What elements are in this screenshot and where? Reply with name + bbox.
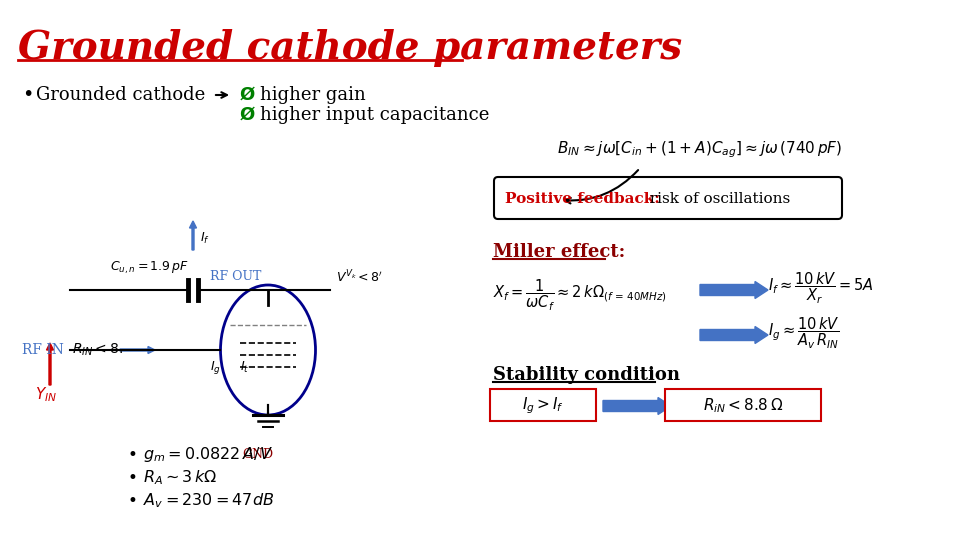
Text: Ø: Ø — [240, 86, 255, 104]
FancyBboxPatch shape — [665, 389, 821, 421]
Text: $R_{iN} < 8.8\,\Omega$: $R_{iN} < 8.8\,\Omega$ — [703, 397, 783, 415]
Text: $I_g \approx \dfrac{10\,kV}{A_v\,R_{IN}}$: $I_g \approx \dfrac{10\,kV}{A_v\,R_{IN}}… — [768, 315, 840, 350]
Text: $B_{IN} \approx j\omega\left[C_{in} + (1+A)C_{ag}\right] \approx j\omega\,(740\,: $B_{IN} \approx j\omega\left[C_{in} + (1… — [558, 140, 843, 160]
Text: $I_f \approx \dfrac{10\,kV}{X_r} = 5A$: $I_f \approx \dfrac{10\,kV}{X_r} = 5A$ — [768, 271, 874, 306]
FancyArrow shape — [189, 221, 197, 250]
Text: RF OUT: RF OUT — [210, 271, 261, 284]
Text: Grounded cathode: Grounded cathode — [36, 86, 205, 104]
Text: $A_v{=}230{=}47dB$: $A_v{=}230{=}47dB$ — [143, 491, 275, 510]
Text: $C_{u,n} = 1.9\,pF$: $C_{u,n} = 1.9\,pF$ — [110, 260, 189, 276]
Text: higher input capacitance: higher input capacitance — [260, 106, 490, 124]
Text: $V^{V_k} < 8'$: $V^{V_k} < 8'$ — [336, 269, 383, 285]
FancyArrow shape — [700, 281, 768, 299]
Text: •: • — [128, 469, 138, 487]
Text: •: • — [128, 492, 138, 510]
Text: $R_{IN} < 8.$: $R_{IN} < 8.$ — [72, 342, 123, 358]
Text: •: • — [128, 446, 138, 464]
FancyArrow shape — [120, 347, 155, 354]
Text: $I_g > I_f$: $I_g > I_f$ — [522, 396, 564, 416]
Text: RF IN: RF IN — [22, 343, 64, 357]
FancyArrow shape — [700, 327, 768, 343]
Text: $R_A{\sim}3\,k\Omega$: $R_A{\sim}3\,k\Omega$ — [143, 469, 218, 487]
Text: higher gain: higher gain — [260, 86, 366, 104]
FancyArrow shape — [46, 343, 54, 385]
FancyBboxPatch shape — [490, 389, 596, 421]
Text: Ø: Ø — [240, 106, 255, 124]
Text: $I_g$: $I_g$ — [210, 359, 221, 375]
Text: GND: GND — [243, 449, 274, 462]
Text: •: • — [22, 85, 34, 105]
FancyArrow shape — [603, 397, 671, 415]
Text: $I_t$: $I_t$ — [240, 360, 250, 375]
FancyBboxPatch shape — [494, 177, 842, 219]
Text: $Y_{IN}$: $Y_{IN}$ — [35, 386, 57, 404]
Text: $I_f$: $I_f$ — [200, 231, 210, 246]
Text: Stability condition: Stability condition — [493, 366, 680, 384]
Text: Positive feedback:: Positive feedback: — [505, 192, 660, 206]
Text: Miller effect:: Miller effect: — [493, 243, 625, 261]
Text: risk of oscillations: risk of oscillations — [640, 192, 790, 206]
Text: Grounded cathode parameters: Grounded cathode parameters — [18, 29, 683, 67]
Text: $g_m{=}0.0822\,A/V$: $g_m{=}0.0822\,A/V$ — [143, 446, 273, 464]
Text: $X_f = \dfrac{1}{\omega C_f} \approx 2\,k\Omega_{(f\,=\,40MHz)}$: $X_f = \dfrac{1}{\omega C_f} \approx 2\,… — [493, 278, 667, 313]
